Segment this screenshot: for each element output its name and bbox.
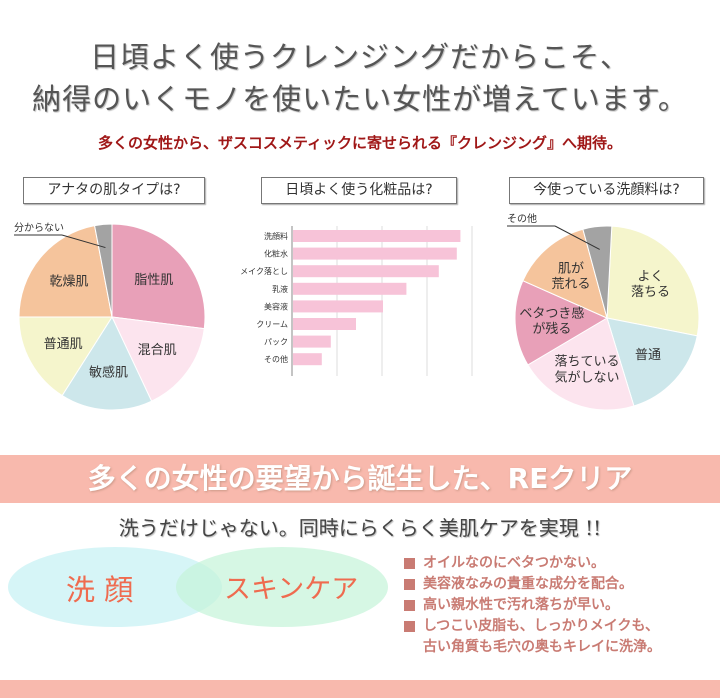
bar bbox=[293, 353, 322, 366]
pie-slice bbox=[606, 317, 698, 407]
pie-slice-label: 混合肌 bbox=[138, 342, 177, 357]
pie-slice bbox=[606, 225, 700, 337]
feature-text: しつこい皮脂も、しっかりメイクも、 bbox=[423, 618, 660, 634]
bar-category-label: 洗顔料 bbox=[264, 231, 288, 241]
pie-slice bbox=[61, 315, 153, 411]
bar bbox=[293, 265, 439, 278]
feature-item: 高い親水性で汚れ落ちが早い。 bbox=[404, 595, 661, 616]
venn-label-skincare: スキンケア bbox=[224, 574, 359, 605]
pie-slice bbox=[18, 225, 113, 318]
pie-slice bbox=[527, 317, 635, 411]
feature-text: オイルなのにベタつかない。 bbox=[423, 555, 605, 571]
venn-circle-right bbox=[176, 547, 388, 627]
bar-category-label: その他 bbox=[264, 354, 288, 364]
pie-slice bbox=[522, 228, 608, 319]
bar bbox=[293, 335, 331, 348]
subtitle: 多くの女性から、ザスコスメティックに寄せられる『クレンジング』へ期待。 bbox=[98, 134, 622, 152]
pie-slice-label: 普通肌 bbox=[44, 336, 83, 351]
bar bbox=[293, 230, 461, 242]
pie-slice-label: 落ちている気がしない bbox=[555, 354, 620, 385]
pie-slice-label: 脂性肌 bbox=[134, 273, 173, 288]
feature-text: 美容液なみの貴重な成分を配合。 bbox=[423, 576, 633, 592]
product-banner: 多くの女性の要望から誕生した、REクリア bbox=[0, 455, 720, 503]
feature-text: 古い角質も毛穴の奥もキレイに洗浄。 bbox=[423, 639, 661, 655]
bar-category-label: メイク落とし bbox=[240, 266, 288, 276]
square-bullet-icon bbox=[404, 579, 415, 590]
pie-slice-label: その他 bbox=[507, 212, 537, 225]
tagline: 洗うだけじゃない。同時にらくらく美肌ケアを実現 !! bbox=[118, 516, 602, 540]
chart-1-title: アナタの肌タイプは? bbox=[23, 177, 205, 204]
pie-slice bbox=[582, 225, 613, 319]
pie-slice bbox=[111, 223, 206, 330]
pie-slice-label: よく落ちる bbox=[631, 269, 670, 300]
feature-item: オイルなのにベタつかない。 bbox=[404, 553, 661, 574]
bar-category-label: パック bbox=[264, 337, 288, 346]
feature-item: しつこい皮脂も、しっかりメイクも、 bbox=[404, 616, 661, 637]
pie-slice bbox=[93, 223, 113, 318]
feature-item-continued: 古い角質も毛穴の奥もキレイに洗浄。 bbox=[404, 637, 661, 658]
chart-2-title: 日頃よく使う化粧品は? bbox=[261, 177, 457, 204]
pie-slice bbox=[18, 316, 113, 397]
pie-slice-label: 分からない bbox=[14, 222, 64, 234]
headline-line-1: 日頃よく使うクレンジングだからこそ、 bbox=[89, 40, 630, 74]
feature-list: オイルなのにベタつかない。 美容液なみの貴重な成分を配合。 高い親水性で汚れ落ち… bbox=[404, 553, 661, 658]
pie-slice-label: 敏感肌 bbox=[89, 364, 128, 380]
callout-line bbox=[61, 234, 106, 249]
pie-slice-label: 普通 bbox=[635, 348, 661, 363]
pie-slice bbox=[514, 280, 609, 366]
feature-text: 高い親水性で汚れ落ちが早い。 bbox=[423, 597, 619, 613]
callout-line bbox=[554, 225, 600, 250]
chart-3-title: 今使っている洗顔料は? bbox=[509, 177, 704, 204]
bar bbox=[293, 300, 383, 313]
pie-slice-label: ベタつき感が残る bbox=[519, 305, 584, 337]
square-bullet-icon bbox=[404, 621, 415, 632]
bar-category-label: 乳液 bbox=[272, 283, 288, 293]
pie-slice-label: 肌が荒れる bbox=[552, 261, 591, 292]
bar-category-label: クリーム bbox=[256, 320, 288, 329]
headline-line-2: 納得のいくモノを使いたい女性が増えています。 bbox=[32, 82, 688, 116]
feature-item: 美容液なみの貴重な成分を配合。 bbox=[404, 574, 661, 595]
venn-label-face-wash: 洗 顔 bbox=[66, 573, 134, 607]
bar-category-label: 美容液 bbox=[264, 301, 288, 311]
square-bullet-icon bbox=[404, 600, 415, 611]
pie-slice-label: 乾燥肌 bbox=[49, 274, 88, 289]
pie-slice bbox=[111, 316, 205, 402]
bottom-bar bbox=[0, 680, 720, 698]
bar bbox=[293, 318, 356, 330]
bar-category-label: 化粧水 bbox=[264, 248, 288, 258]
bar bbox=[293, 282, 407, 295]
bar bbox=[293, 247, 457, 260]
square-bullet-icon bbox=[404, 558, 415, 569]
